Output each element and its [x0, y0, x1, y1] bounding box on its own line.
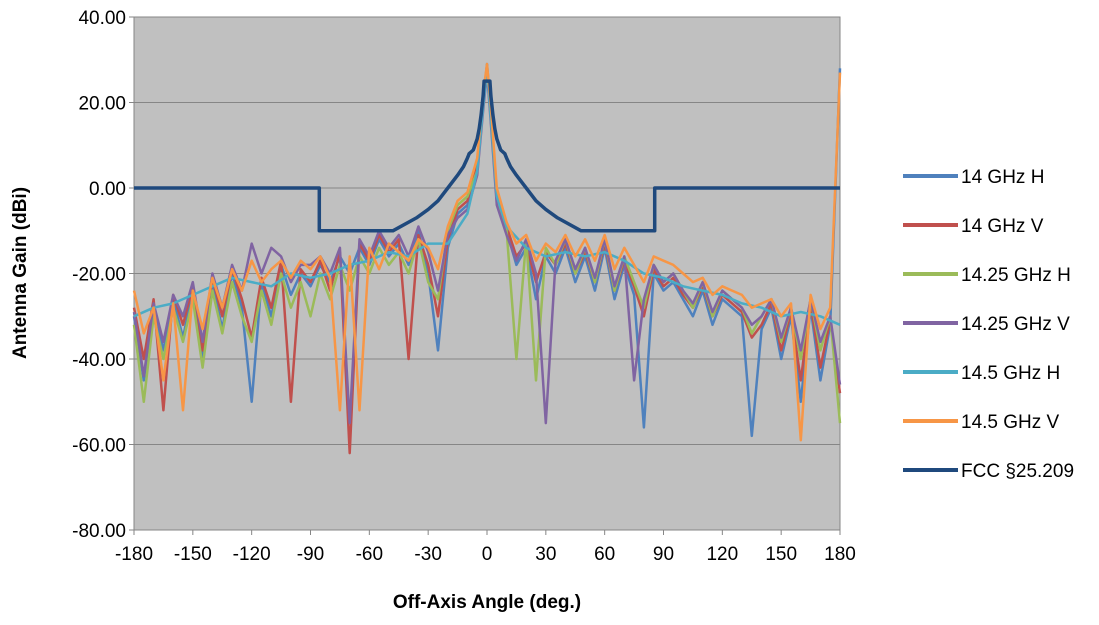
- y-tick-label: 0.00: [89, 179, 126, 200]
- x-tick-label: 180: [824, 544, 856, 565]
- x-tick-label: 90: [653, 544, 674, 565]
- x-tick-label: -180: [115, 544, 153, 565]
- legend: 14 GHz H 14 GHz V 14.25 GHz H 14.25 GHz V 14…: [903, 167, 1074, 482]
- legend-label: FCC §25.209: [961, 461, 1074, 482]
- legend-label: 14 GHz V: [961, 216, 1044, 237]
- x-tick-label: 60: [594, 544, 615, 565]
- x-tick-label: 150: [765, 544, 797, 565]
- x-axis-title: Off-Axis Angle (deg.): [393, 592, 581, 613]
- x-tick-label: 120: [706, 544, 738, 565]
- x-tick-label: -90: [297, 544, 324, 565]
- x-tick-label: 30: [535, 544, 556, 565]
- series-line-fcc-25-209: [134, 79, 840, 233]
- y-tick-label: -40.00: [72, 350, 126, 371]
- x-tick-label: -150: [174, 544, 212, 565]
- x-tick-label: -60: [356, 544, 383, 565]
- y-axis-title: Antenna Gain (dBi): [10, 187, 31, 359]
- x-axis-ticks: -180 -150 -120 -90 -60 -30 0 30 60 90 120 150 180: [115, 530, 856, 565]
- y-tick-label: -60.00: [72, 436, 126, 457]
- legend-label: 14.5 GHz H: [961, 363, 1060, 384]
- x-tick-label: -120: [233, 544, 271, 565]
- legend-label: 14 GHz H: [961, 167, 1044, 188]
- y-axis-ticks: 40.00 20.00 0.00 -20.00 -40.00 -60.00 -80.00: [72, 8, 134, 542]
- y-tick-label: -20.00: [72, 265, 126, 286]
- series-lines: [132, 62, 842, 455]
- y-tick-label: 20.00: [78, 94, 126, 115]
- y-tick-label: 40.00: [78, 8, 126, 29]
- y-tick-label: -80.00: [72, 521, 126, 542]
- series-line-14-5-ghz-v: [132, 62, 842, 442]
- x-tick-label: 0: [482, 544, 493, 565]
- legend-label: 14.5 GHz V: [961, 412, 1060, 433]
- legend-label: 14.25 GHz H: [961, 265, 1071, 286]
- x-tick-label: -30: [414, 544, 441, 565]
- legend-label: 14.25 GHz V: [961, 314, 1070, 335]
